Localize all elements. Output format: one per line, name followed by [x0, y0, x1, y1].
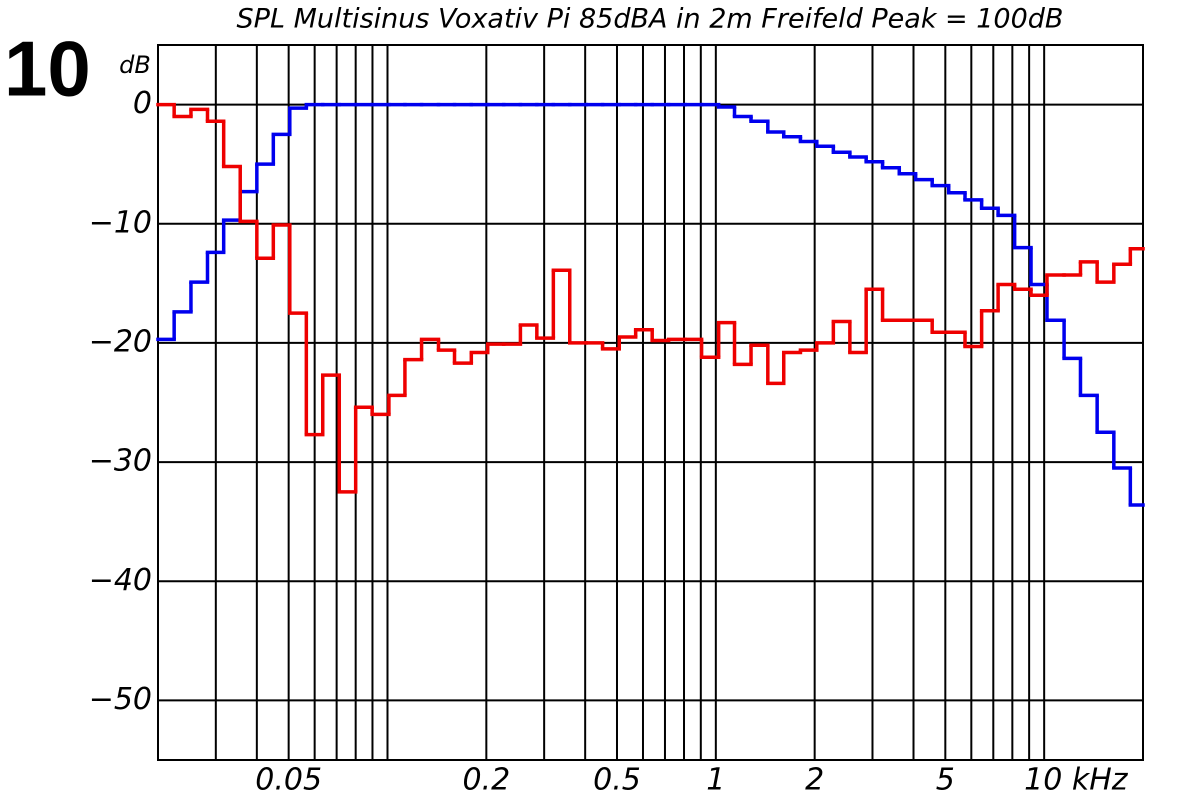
y-tick-label: −30: [89, 444, 152, 479]
y-axis-label: dB: [119, 51, 151, 79]
y-tick-label: −50: [89, 682, 152, 717]
x-tick-label: 1: [706, 763, 725, 798]
x-tick-label: 2: [805, 763, 824, 798]
y-tick-label: −10: [89, 205, 152, 240]
y-tick-label: 0: [133, 86, 152, 121]
x-tick-label: 0.2: [462, 763, 510, 798]
x-tick-label: 0.05: [255, 763, 322, 798]
y-tick-label: −20: [89, 324, 152, 359]
y-tick-label: −40: [89, 563, 152, 598]
chart-title: SPL Multisinus Voxativ Pi 85dBA in 2m Fr…: [237, 4, 1064, 35]
x-tick-label: 10 kHz: [1024, 763, 1129, 798]
plot-frame: [157, 44, 1144, 761]
x-tick-label: 5: [936, 763, 955, 798]
x-tick-label: 0.5: [593, 763, 641, 798]
figure-label: 10: [4, 25, 91, 113]
step-riser: [172, 104, 1133, 505]
